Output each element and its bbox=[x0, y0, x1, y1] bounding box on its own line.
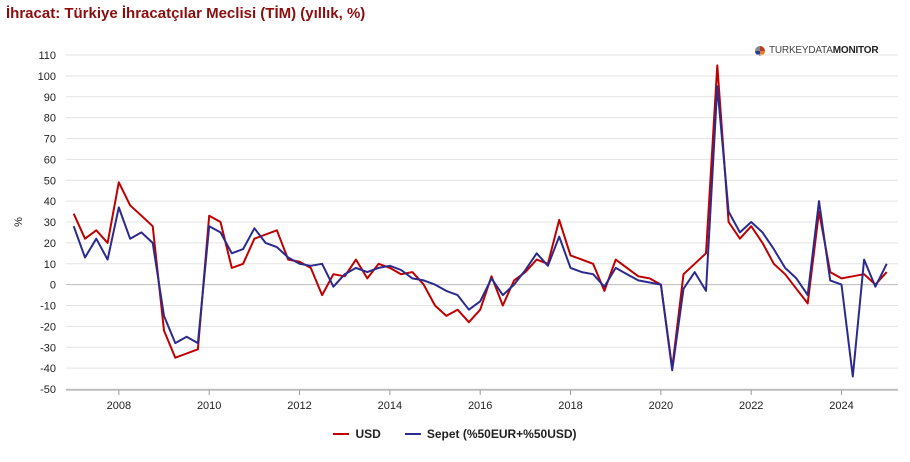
logo-suffix: MONITOR bbox=[832, 45, 879, 56]
y-tick-label: 70 bbox=[44, 134, 56, 146]
y-tick-label: 10 bbox=[44, 259, 56, 271]
x-tick-label: 2012 bbox=[287, 400, 311, 412]
legend-label-sepet: Sepet (%50EUR+%50USD) bbox=[426, 427, 577, 441]
y-tick-label: -50 bbox=[40, 384, 56, 396]
x-tick-label: 2018 bbox=[558, 400, 582, 412]
logo-prefix: TURKEYDATA bbox=[769, 45, 833, 56]
y-tick-label: 30 bbox=[44, 217, 56, 229]
y-tick-label: 80 bbox=[44, 113, 56, 125]
x-tick-label: 2008 bbox=[107, 400, 131, 412]
x-axis-ticks: 2008 2010 2012 2014 2016 2018 2020 2022 2024 bbox=[107, 390, 854, 412]
legend-label-usd: USD bbox=[355, 427, 381, 441]
logo-icon bbox=[755, 45, 765, 56]
y-tick-label: 40 bbox=[44, 196, 56, 208]
x-tick-label: 2020 bbox=[649, 400, 673, 412]
y-axis-label: % bbox=[13, 217, 25, 227]
y-tick-label: 90 bbox=[44, 92, 56, 104]
y-tick-label: -20 bbox=[40, 321, 56, 333]
y-tick-label: -30 bbox=[40, 342, 56, 354]
y-tick-label: 110 bbox=[38, 50, 56, 62]
x-tick-label: 2022 bbox=[739, 400, 763, 412]
legend: USD Sepet (%50EUR+%50USD) bbox=[0, 427, 910, 441]
legend-item-sepet[interactable]: Sepet (%50EUR+%50USD) bbox=[404, 427, 577, 441]
y-tick-label: -10 bbox=[40, 301, 56, 313]
y-tick-label: 0 bbox=[50, 280, 56, 292]
y-tick-label: -40 bbox=[40, 363, 56, 375]
x-tick-label: 2016 bbox=[468, 400, 492, 412]
legend-swatch-sepet bbox=[404, 433, 421, 435]
y-tick-label: 20 bbox=[44, 238, 56, 250]
y-tick-label: 50 bbox=[44, 175, 56, 187]
y-tick-label: 100 bbox=[38, 71, 56, 83]
brand-logo: TURKEYDATAMONITOR bbox=[755, 45, 879, 56]
series-lines bbox=[72, 64, 888, 378]
y-tick-label: 60 bbox=[44, 154, 56, 166]
x-tick-label: 2014 bbox=[378, 400, 402, 412]
legend-item-usd[interactable]: USD bbox=[333, 427, 381, 441]
series-line-0 bbox=[72, 64, 888, 370]
legend-swatch-usd bbox=[333, 433, 350, 435]
x-tick-label: 2010 bbox=[197, 400, 221, 412]
x-tick-label: 2024 bbox=[829, 400, 853, 412]
series-line-1 bbox=[72, 85, 888, 378]
chart-title: İhracat: Türkiye İhracatçılar Meclisi (T… bbox=[6, 5, 366, 22]
